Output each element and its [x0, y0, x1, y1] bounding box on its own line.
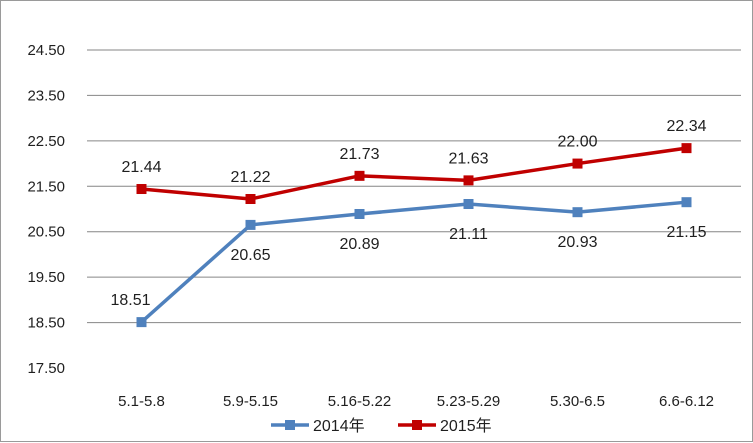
- x-tick-label: 5.1-5.8: [118, 393, 165, 410]
- series-2-marker: [354, 170, 365, 181]
- x-tick-label: 5.23-5.29: [437, 393, 500, 410]
- legend-label: 2014年: [313, 417, 365, 435]
- y-tick-label: 20.50: [27, 224, 65, 241]
- x-tick-label: 5.16-5.22: [328, 393, 391, 410]
- data-label: 21.15: [666, 224, 706, 241]
- data-label: 21.63: [448, 150, 488, 167]
- data-label: 22.34: [666, 118, 706, 135]
- series-group: [136, 143, 692, 328]
- x-tick-label: 5.30-6.5: [550, 393, 605, 410]
- series-line-1: [140, 200, 687, 324]
- data-label: 21.22: [230, 169, 270, 186]
- data-label: 21.11: [449, 226, 488, 243]
- series-2-marker: [572, 158, 583, 169]
- series-1-marker: [354, 208, 365, 219]
- y-tick-label: 18.50: [27, 315, 65, 332]
- y-tick-label: 19.50: [27, 269, 65, 286]
- series-1-marker: [572, 207, 583, 218]
- series-1-marker: [245, 219, 256, 230]
- series-2-marker: [245, 194, 256, 205]
- data-labels: 18.51 20.65 20.89 21.11 20.93 21.15 21.44 21.22…: [110, 118, 706, 309]
- data-label: 20.89: [339, 236, 379, 253]
- data-label: 20.65: [230, 247, 270, 264]
- data-label: 22.00: [557, 134, 597, 151]
- x-tick-label: 6.6-6.12: [659, 393, 714, 410]
- series-2-marker: [136, 184, 147, 195]
- y-axis-tick-labels: 17.50 18.50 19.50 20.50 21.50 22.50 23.50 24.50: [27, 42, 65, 377]
- legend-label: 2015年: [440, 417, 492, 435]
- series-1-marker: [681, 197, 692, 208]
- series-1-marker: [136, 317, 147, 328]
- legend-marker: [285, 420, 295, 430]
- x-tick-label: 5.9-5.15: [223, 393, 278, 410]
- y-tick-label: 21.50: [27, 178, 65, 195]
- series-2-marker: [463, 175, 474, 186]
- data-label: 18.51: [110, 292, 150, 309]
- y-tick-label: 23.50: [27, 87, 65, 104]
- legend: 2014年 2015年: [271, 417, 492, 435]
- x-axis-tick-labels: 5.1-5.8 5.9-5.15 5.16-5.22 5.23-5.29 5.30-6.…: [118, 393, 714, 410]
- series-line-2: [141, 146, 687, 201]
- y-tick-label: 17.50: [27, 360, 65, 377]
- gridlines: [87, 49, 741, 324]
- y-tick-label: 22.50: [27, 133, 65, 150]
- series-2-marker: [681, 143, 692, 154]
- data-label: 21.44: [121, 159, 161, 176]
- data-label: 21.73: [339, 146, 379, 163]
- y-tick-label: 24.50: [27, 42, 65, 59]
- data-label: 20.93: [557, 234, 597, 251]
- legend-marker: [412, 420, 422, 430]
- series-1-marker: [463, 199, 474, 210]
